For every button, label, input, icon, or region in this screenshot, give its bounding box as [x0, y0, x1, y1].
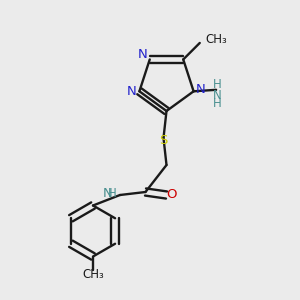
Text: N: N — [195, 83, 205, 96]
Text: O: O — [167, 188, 177, 202]
Text: N: N — [103, 187, 112, 200]
Text: H: H — [213, 78, 222, 91]
Text: CH₃: CH₃ — [205, 33, 227, 46]
Text: CH₃: CH₃ — [82, 268, 104, 281]
Text: N: N — [127, 85, 137, 98]
Text: S: S — [159, 134, 168, 148]
Text: H: H — [213, 97, 222, 110]
Text: N: N — [213, 89, 222, 102]
Text: H: H — [108, 187, 117, 200]
Text: N: N — [137, 48, 147, 62]
